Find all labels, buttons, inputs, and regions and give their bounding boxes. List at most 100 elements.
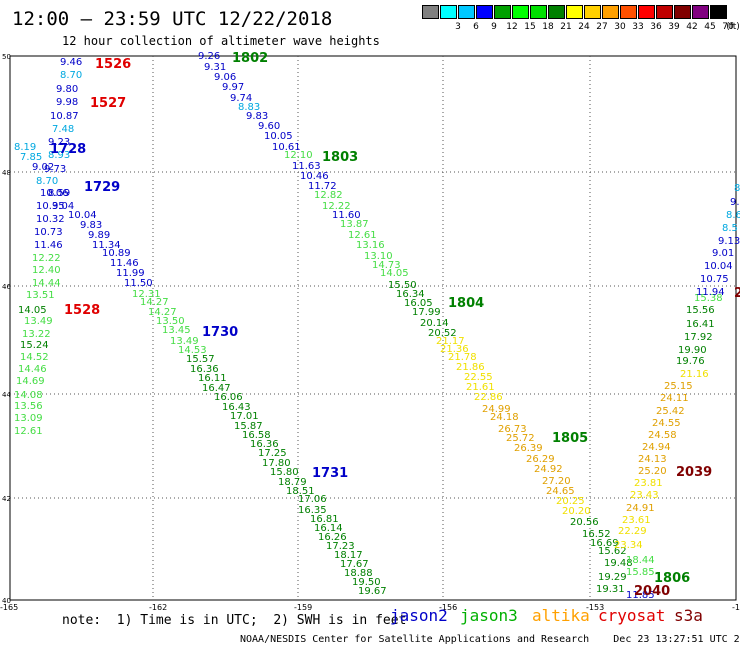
swh-value: 10.75 bbox=[700, 274, 729, 285]
swh-value: 17.67 bbox=[340, 559, 369, 570]
legend-label: 24 bbox=[578, 22, 590, 32]
swh-value: 24.92 bbox=[534, 464, 563, 475]
swh-value: 24.11 bbox=[660, 393, 689, 404]
swh-value: 18.44 bbox=[626, 555, 655, 566]
pass-time-label: 1528 bbox=[64, 303, 100, 318]
swh-value: 16.36 bbox=[250, 439, 279, 450]
swh-value: 9.13 bbox=[718, 236, 740, 247]
swh-value: 16.41 bbox=[686, 319, 715, 330]
map-title: 12:00 – 23:59 UTC 12/22/2018 bbox=[12, 8, 333, 30]
legend-label: 70 bbox=[722, 22, 734, 32]
swh-value: 9.02 bbox=[32, 162, 54, 173]
legend-label: 33 bbox=[632, 22, 644, 32]
swh-value: 22.86 bbox=[474, 392, 503, 403]
satellite-name: jason2 bbox=[390, 606, 448, 625]
swh-value: 24.13 bbox=[638, 454, 667, 465]
swh-value: 16.05 bbox=[404, 298, 433, 309]
swh-value: 10.87 bbox=[50, 111, 79, 122]
swh-value: 26.39 bbox=[514, 443, 543, 454]
swh-value: 21.17 bbox=[436, 336, 465, 347]
swh-value: 9.83 bbox=[246, 111, 268, 122]
latitude-label: 46 bbox=[2, 283, 11, 291]
legend-label: 39 bbox=[668, 22, 680, 32]
swh-value: 15.50 bbox=[388, 280, 417, 291]
swh-value: 13.22 bbox=[22, 329, 51, 340]
swh-value: 18.51 bbox=[286, 486, 315, 497]
swh-value: 16.34 bbox=[396, 289, 425, 300]
swh-value: 11.60 bbox=[332, 210, 361, 221]
pass-time-label: 1527 bbox=[90, 96, 126, 111]
swh-value: 14.69 bbox=[16, 376, 45, 387]
swh-value: 14.05 bbox=[18, 305, 47, 316]
swh-value: 9.01 bbox=[712, 248, 734, 259]
swh-value: 11.50 bbox=[124, 278, 153, 289]
swh-value: 19.76 bbox=[676, 356, 705, 367]
swh-value: 16.36 bbox=[190, 364, 219, 375]
swh-value: 15.62 bbox=[598, 546, 627, 557]
swh-value: 19.31 bbox=[596, 584, 625, 595]
swh-value: 14.73 bbox=[372, 260, 401, 271]
swh-value: 13.51 bbox=[26, 290, 55, 301]
satellite-name: altika bbox=[532, 606, 590, 625]
legend-swatch bbox=[620, 5, 637, 19]
swh-value: 8.93 bbox=[48, 150, 70, 161]
swh-value: 24.94 bbox=[642, 442, 671, 453]
swh-value: 10.04 bbox=[704, 261, 733, 272]
swh-value: 10.05 bbox=[264, 131, 293, 142]
legend-swatch bbox=[476, 5, 493, 19]
swh-value: 18.17 bbox=[334, 550, 363, 561]
swh-value: 12.31 bbox=[132, 289, 161, 300]
swh-value: 20.20 bbox=[562, 506, 591, 517]
swh-value: 17.99 bbox=[412, 307, 441, 318]
swh-value: 8.5 bbox=[722, 223, 738, 234]
swh-value: 23.34 bbox=[614, 540, 643, 551]
swh-value: 8.70 bbox=[60, 70, 82, 81]
legend-label: 27 bbox=[596, 22, 608, 32]
swh-value: 19.50 bbox=[352, 577, 381, 588]
swh-value: 17.25 bbox=[258, 448, 287, 459]
swh-value: 17.80 bbox=[262, 458, 291, 469]
swh-value: 12.82 bbox=[314, 190, 343, 201]
swh-value: 21.16 bbox=[680, 369, 709, 380]
swh-value: 23.43 bbox=[630, 490, 659, 501]
swh-value: 9.06 bbox=[214, 72, 236, 83]
legend-label: 12 bbox=[506, 22, 518, 32]
swh-value: 13.49 bbox=[170, 336, 199, 347]
swh-value: 16.11 bbox=[198, 373, 227, 384]
swh-value: 24.58 bbox=[648, 430, 677, 441]
pass-time-label: 1803 bbox=[322, 150, 358, 165]
swh-value: 14.27 bbox=[148, 307, 177, 318]
swh-value: 11.94 bbox=[696, 287, 725, 298]
swh-value: 16.47 bbox=[202, 383, 231, 394]
legend-swatch bbox=[458, 5, 475, 19]
swh-value: 16.58 bbox=[242, 430, 271, 441]
swh-value: 9.04 bbox=[52, 201, 74, 212]
longitude-label: -153 bbox=[586, 603, 604, 612]
swh-value: 11.63 bbox=[292, 161, 321, 172]
legend-label: 3 bbox=[455, 22, 461, 32]
swh-value: 14.08 bbox=[14, 390, 43, 401]
swh-value: 19.48 bbox=[604, 558, 633, 569]
swh-value: 16.35 bbox=[298, 505, 327, 516]
longitude-label: -156 bbox=[439, 603, 457, 612]
pass-time-label: 1729 bbox=[84, 180, 120, 195]
swh-value: 11.46 bbox=[110, 258, 139, 269]
longitude-label: -162 bbox=[149, 603, 167, 612]
longitude-label: -159 bbox=[294, 603, 312, 612]
swh-value: 13.87 bbox=[340, 219, 369, 230]
swh-value: 9.83 bbox=[80, 220, 102, 231]
swh-value: 13.56 bbox=[14, 401, 43, 412]
swh-value: 26.29 bbox=[526, 454, 555, 465]
map-frame bbox=[9, 55, 737, 601]
latitude-label: 40 bbox=[2, 597, 11, 605]
swh-value: 22.29 bbox=[618, 526, 647, 537]
swh-value: 17.01 bbox=[230, 411, 259, 422]
satellite-name: s3a bbox=[674, 606, 703, 625]
legend-swatch bbox=[512, 5, 529, 19]
swh-value: 25.15 bbox=[664, 381, 693, 392]
swh-value: 24.18 bbox=[490, 412, 519, 423]
legend-swatch bbox=[674, 5, 691, 19]
swh-value: 8.70 bbox=[36, 176, 58, 187]
swh-value: 23.81 bbox=[634, 478, 663, 489]
